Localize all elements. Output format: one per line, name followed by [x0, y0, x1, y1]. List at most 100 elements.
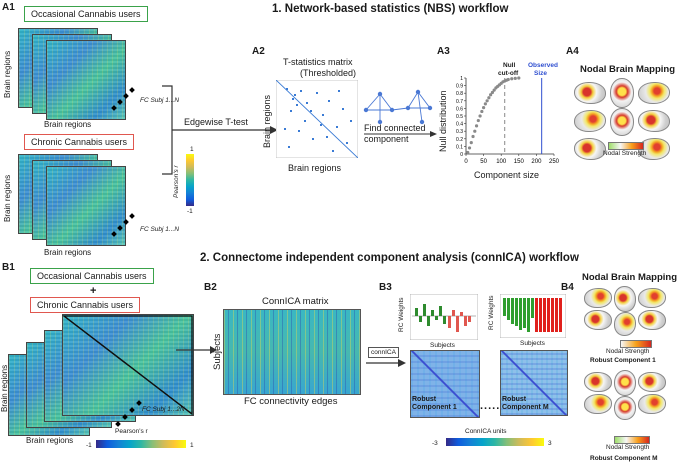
connica-matrix [223, 309, 361, 395]
a3-data-point [480, 109, 484, 114]
thresholded-tstat-matrix [276, 80, 358, 158]
a3-y-tick-label: 0.4 [456, 122, 463, 128]
b3-colorbar-label: ConnICA units [465, 428, 507, 435]
b4-brain-4 [584, 310, 612, 330]
b2-ylabel: Subjects [212, 333, 223, 370]
a3-data-point [476, 118, 480, 123]
a3-y-tick-label: 0.9 [456, 84, 463, 90]
fc-subj-label-top: FC Subj 1...N [140, 97, 180, 104]
rc-weights-label-m: RC Weights [488, 295, 495, 330]
b3-subjects-label-m: Subjects [520, 340, 545, 347]
b2-title: ConnICA matrix [262, 296, 329, 307]
panel-label-a2: A2 [252, 46, 265, 57]
null-cutoff-line2: cut-off [498, 70, 519, 77]
fc-matrix-stack-occasional [18, 28, 142, 128]
a3-data-point [513, 76, 517, 80]
b4-brain-grid-m [584, 370, 676, 434]
a3-data-point [490, 90, 494, 95]
b3-component-m-label: Robust Component M [502, 396, 549, 411]
fc-matrix-stack-chronic [18, 154, 142, 254]
b1-pearson-colorbar [96, 440, 186, 448]
a3-data-point [478, 114, 482, 118]
panel-label-a3: A3 [437, 46, 450, 57]
null-distribution-chart: 0 50 100 150 200 250 0 0.10.2 0.30.4 0.5 0.60.7 0.8… [456, 76, 560, 165]
a2-title-line2: (Thresholded) [300, 68, 357, 78]
b3-component-1-label: Robust Component 1 [412, 396, 457, 411]
b4-brain-9 [638, 372, 666, 392]
observed-line2: Size [534, 70, 548, 77]
a4-brain-1 [574, 82, 606, 104]
a4-colorbar-label: Nodal Strength [603, 150, 647, 157]
chronic-users-box-b1: Chronic Cannabis users [30, 297, 141, 313]
a3-data-point [492, 88, 496, 92]
a3-data-point [482, 106, 486, 110]
a4-brain-5 [610, 108, 634, 136]
a3-data-point [466, 150, 470, 155]
b1-triangle-selection [62, 315, 193, 416]
b4-brain-1 [584, 288, 612, 308]
a3-data-point [467, 146, 472, 150]
b4-brain-11 [614, 396, 636, 420]
chronic-users-box-a1: Chronic Cannabis users [24, 134, 135, 150]
a3-data-point [517, 76, 521, 80]
b4-brain-grid-1 [584, 286, 676, 350]
b1-brain-regions-y: Brain regions [0, 364, 9, 412]
b4-nodal-colorbar-m [614, 436, 650, 444]
b4-brain-12 [638, 394, 666, 414]
a3-data-point [471, 134, 475, 139]
a4-brain-7 [574, 138, 606, 160]
b2-xlabel: FC connectivity edges [244, 396, 338, 407]
b3-colorbar-max: 3 [548, 440, 552, 447]
a2-find-line2: component [364, 134, 409, 144]
b1-fc-matrix-stack [8, 312, 198, 442]
b3-subjects-label-1: Subjects [430, 342, 455, 349]
null-cutoff-line1: Null [503, 62, 516, 69]
rc-weights-bar-1 [410, 294, 478, 340]
observed-line1: Observed [528, 62, 558, 69]
panel-label-a4: A4 [566, 46, 579, 57]
a3-data-point [485, 99, 489, 103]
a4-brain-grid [574, 78, 676, 170]
a1-colorbar-top-label: 1 [190, 146, 194, 153]
fc-subj-label-bottom: FC Subj 1...N [140, 226, 180, 233]
b4-brain-7 [584, 372, 612, 392]
plus-sign: + [90, 285, 97, 297]
b3-connica-colorbar [446, 438, 544, 446]
a1-brain-regions-x-bottom: Brain regions [44, 248, 92, 257]
b4-component-1-label: Robust Component 1 [590, 357, 656, 364]
occasional-users-box-b1: Occasional Cannabis users [30, 268, 154, 284]
nbs-section-title: 1. Network-based statistics (NBS) workfl… [272, 3, 509, 15]
a3-y-tick-label: 0 [460, 152, 463, 158]
connica-section-title: 2. Connectome independent component anal… [200, 252, 579, 264]
rc-weights-label-1: RC Weights [398, 297, 405, 332]
a3-y-tick-label: 0.3 [456, 129, 463, 135]
a3-data-point [474, 124, 479, 128]
a3-data-point [506, 77, 510, 82]
a3-y-tick-label: 0.2 [456, 137, 463, 143]
a2-title-line1: T-statistics matrix [283, 57, 353, 67]
a1-bracket-arrow [162, 85, 278, 175]
b3-colorbar-min: -3 [432, 440, 438, 447]
a1-colorbar-bottom-label: -1 [187, 208, 193, 215]
b4-brain-5 [614, 312, 636, 336]
a1-pearson-colorbar [186, 154, 194, 206]
b4-brain-2 [614, 286, 636, 312]
a3-y-tick-label: 0.6 [456, 106, 463, 112]
rc-weights-bar-m [500, 294, 566, 338]
a4-title: Nodal Brain Mapping [580, 64, 675, 75]
a2-ylabel: Brain regions [262, 94, 272, 148]
a3-y-tick-label: 0.7 [456, 99, 463, 105]
a4-brain-6 [638, 110, 670, 132]
a3-data-point [469, 141, 473, 145]
a3-y-tick-label: 0.5 [456, 114, 463, 120]
b4-brain-6 [638, 310, 666, 330]
b4-colorbar-label-1: Nodal Strength [606, 348, 650, 355]
robust-component-m-matrix [500, 350, 568, 416]
a4-brain-4 [574, 110, 606, 132]
a3-y-tick-label: 0.1 [456, 144, 463, 150]
a3-data-point [473, 129, 477, 133]
b1-fc-subj-label: FC Subj 1...2N [142, 406, 185, 413]
a3-data-point [483, 102, 487, 106]
a4-nodal-colorbar [608, 142, 644, 150]
b1-colorbar-max: 1 [190, 442, 194, 449]
